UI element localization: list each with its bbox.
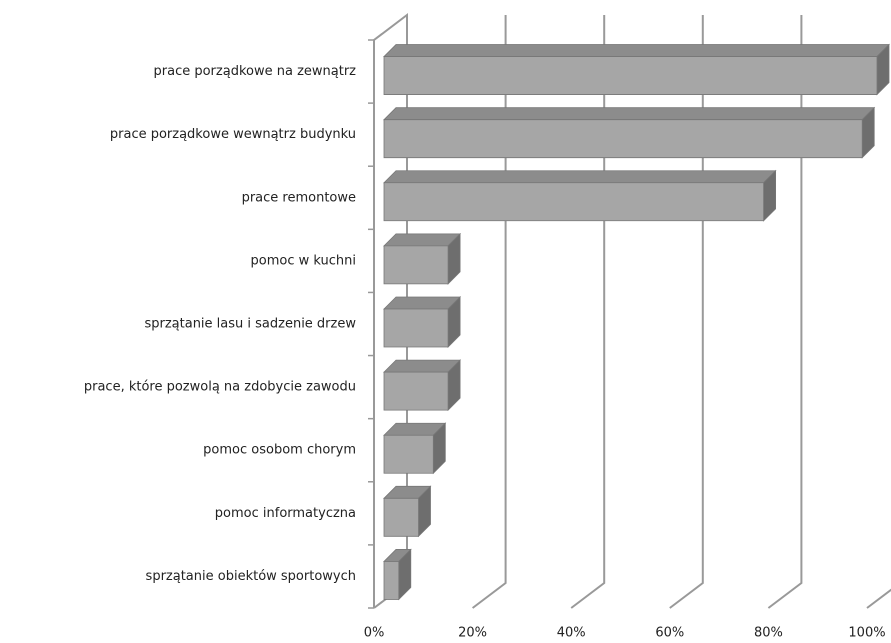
bar [383,359,462,412]
bar [383,232,462,285]
x-tick-label: 40% [557,626,586,641]
bar [383,106,876,159]
grid-line [570,15,606,609]
bar [383,485,432,538]
y-tick-label: pomoc informatyczna [215,506,356,521]
bar [383,169,777,222]
x-tick-label: 0% [364,626,385,641]
bar [383,422,447,475]
bar [383,296,462,348]
bar [383,548,412,601]
grid-line [866,588,891,609]
grid-line [767,15,803,609]
x-tick-label: 100% [848,626,885,641]
y-tick-label: sprzątanie obiektów sportowych [146,569,356,584]
y-tick-label: sprzątanie lasu i sadzenie drzew [144,317,356,332]
x-tick-label: 80% [754,626,783,641]
y-tick-label: prace porządkowe na zewnątrz [154,64,357,79]
grid-line [669,15,704,609]
y-tick-label: pomoc osobom chorym [203,443,356,458]
bar [383,43,890,96]
y-tick-label: pomoc w kuchni [251,253,356,268]
x-tick-label: 60% [655,626,684,641]
y-tick-label: prace, które pozwolą na zdobycie zawodu [84,380,356,395]
y-tick-label: prace porządkowe wewnątrz budynku [110,127,356,142]
grid-line [471,15,507,609]
y-tick-label: prace remontowe [242,190,356,205]
x-tick-label: 20% [458,626,487,641]
